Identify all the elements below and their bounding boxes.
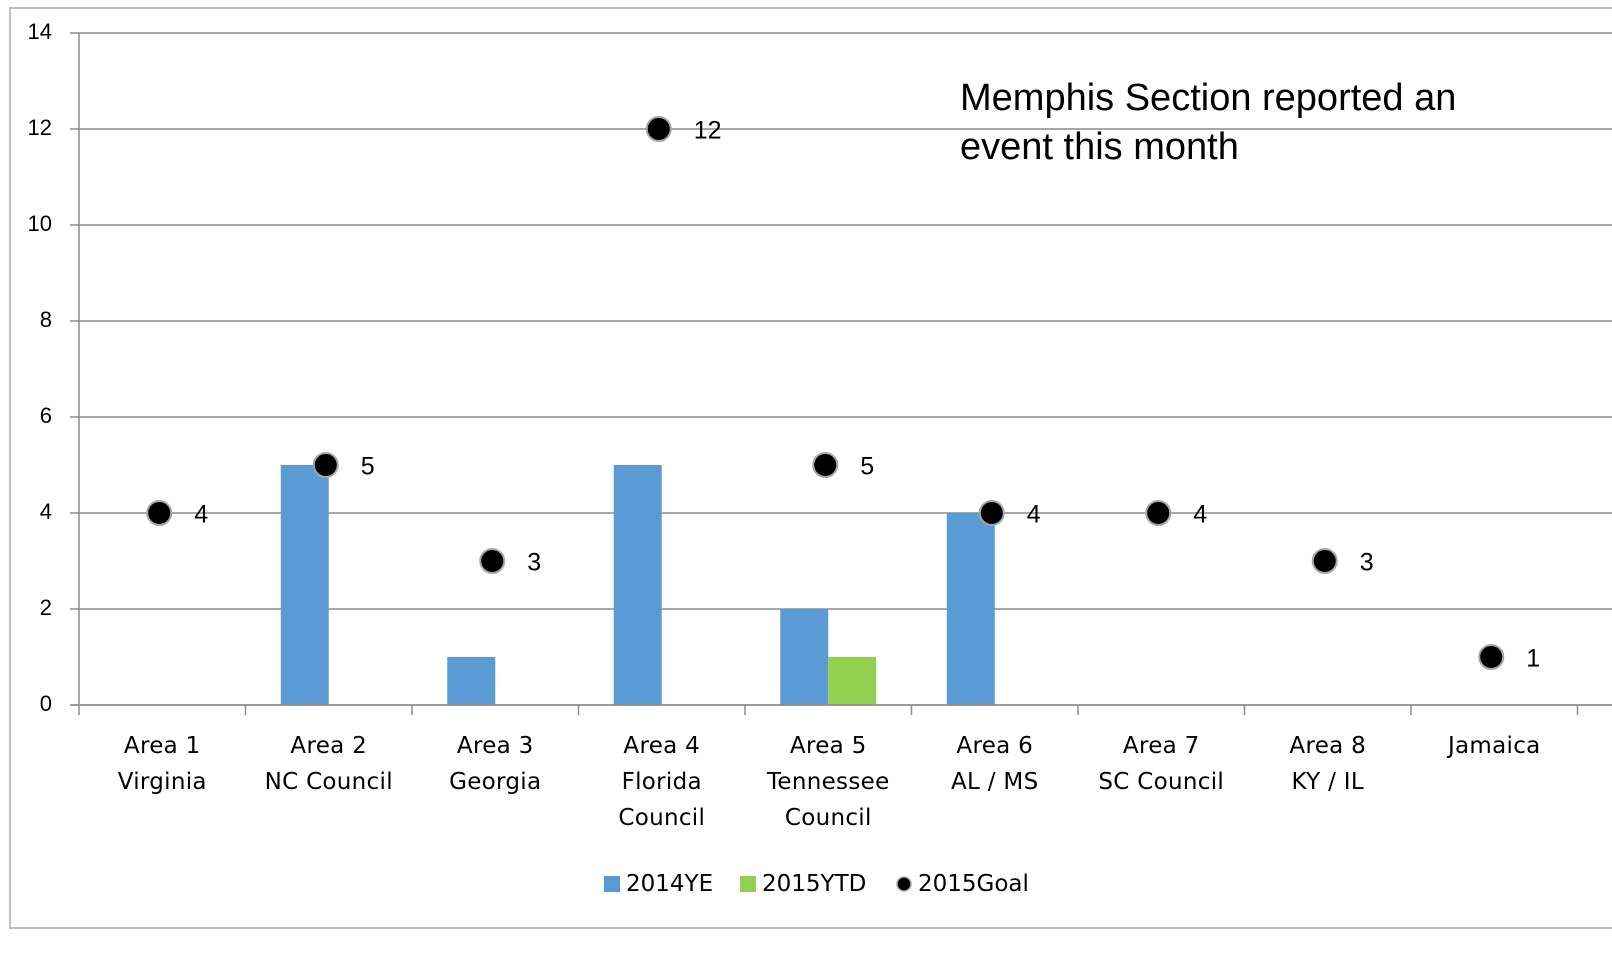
data-label: 5: [361, 453, 375, 481]
y-tick-label: 10: [28, 211, 52, 236]
x-tick-label: Area 3 Georgia: [449, 733, 542, 795]
data-label: 3: [1360, 549, 1374, 577]
legend-label: 2015Goal: [918, 871, 1029, 897]
goal-dot: [146, 500, 173, 526]
goal-dot: [1145, 500, 1172, 526]
data-label: 3: [527, 549, 541, 577]
goal-dot: [812, 452, 839, 478]
legend-label: 2014YE: [626, 871, 714, 897]
bar: [946, 513, 995, 705]
legend-swatch: [604, 876, 620, 892]
x-tick-label: Area 8 KY / IL: [1289, 733, 1367, 795]
goal-dot: [645, 116, 672, 142]
y-tick-label: 8: [40, 307, 52, 332]
goal-dot: [312, 452, 339, 478]
x-tick-label: Area 4 Florida Council: [618, 733, 706, 831]
bar: [613, 465, 662, 705]
bar: [780, 609, 829, 705]
goal-dot: [1478, 644, 1505, 670]
bar: [280, 465, 329, 705]
legend-swatch: [740, 876, 756, 892]
bar: [828, 657, 877, 705]
x-tick-label: Area 6 AL / MS: [951, 733, 1039, 795]
data-label: 12: [694, 117, 722, 145]
y-tick-label: 0: [40, 691, 52, 716]
legend-label: 2015YTD: [762, 871, 867, 897]
x-tick-label: Area 5 Tennessee Council: [766, 733, 890, 831]
data-label: 5: [860, 453, 874, 481]
goal-dot: [479, 548, 506, 574]
legend-swatch: [896, 876, 912, 892]
data-label: 1: [1526, 645, 1540, 673]
y-tick-label: 14: [28, 19, 52, 44]
bar: [447, 657, 496, 705]
goal-dot: [978, 500, 1005, 526]
chart-border: [9, 7, 1612, 929]
annotation: Memphis Section reported an event this m…: [960, 77, 1457, 168]
data-label: 4: [1027, 501, 1041, 529]
x-tick-label: Jamaica: [1447, 733, 1541, 759]
x-tick-label: Area 2 NC Council: [264, 733, 393, 795]
data-label: 4: [194, 501, 208, 529]
y-tick-label: 12: [28, 115, 52, 140]
x-tick-label: Area 7 SC Council: [1098, 733, 1225, 795]
y-tick-label: 4: [40, 499, 52, 524]
y-tick-label: 2: [40, 595, 52, 620]
x-tick-label: Area 1 Virginia: [117, 733, 207, 795]
goal-dot: [1311, 548, 1338, 574]
data-label: 4: [1193, 501, 1207, 529]
y-tick-label: 6: [40, 403, 52, 428]
